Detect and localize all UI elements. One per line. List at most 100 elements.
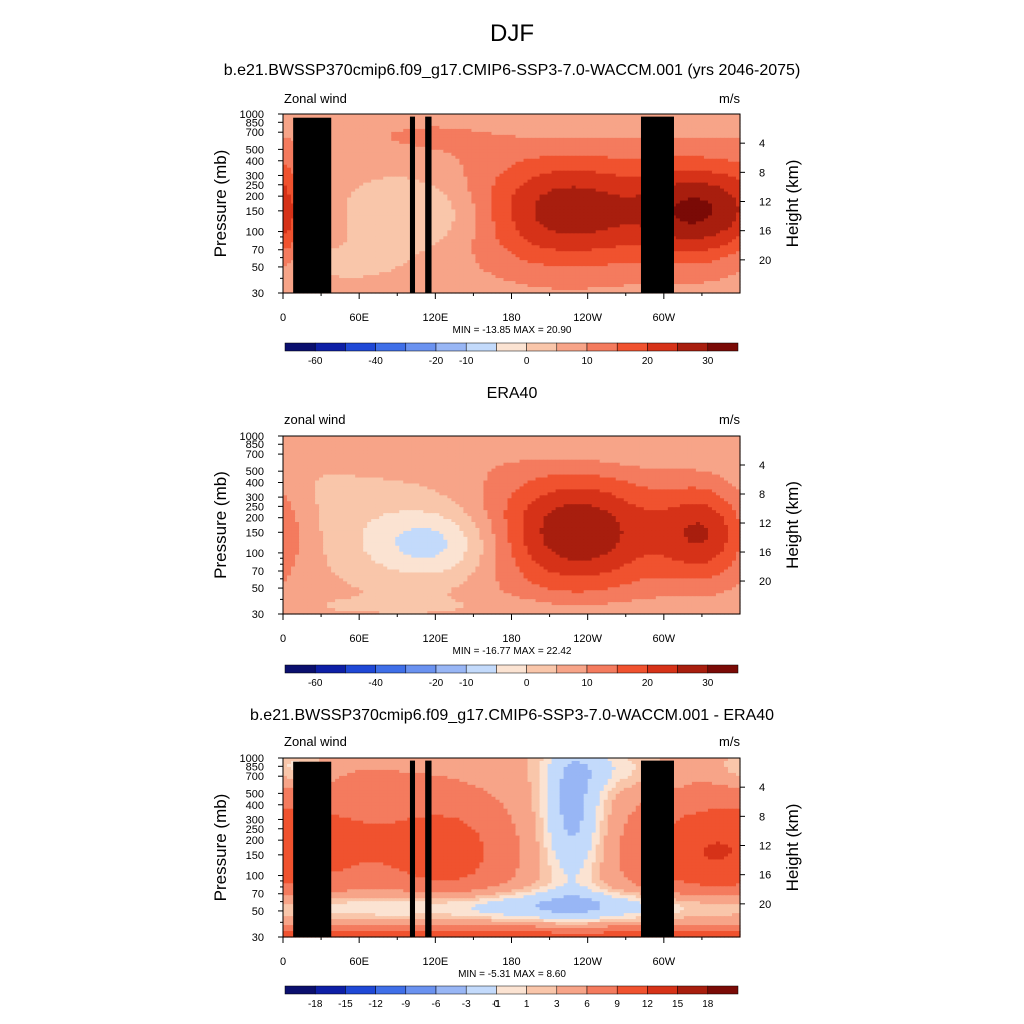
colorbar-label: -60 (308, 356, 323, 367)
panel-2-height-tick-label: 12 (759, 518, 771, 530)
panel-2-xtick-label: 60E (349, 633, 369, 645)
panel-1-height-tick-label: 8 (759, 167, 765, 179)
panel-3-xtick-label: 60W (653, 956, 676, 968)
panel-3-y2label: Height (km) (783, 804, 802, 892)
panel-2-xtick-label: 0 (280, 633, 286, 645)
colorbar-label: 9 (614, 999, 620, 1010)
colorbar-label: 1 (524, 999, 530, 1010)
colorbar-label: 30 (702, 356, 714, 367)
panel-3-colorbar (285, 986, 738, 994)
colorbar-label: -40 (368, 356, 383, 367)
panel-3-height-tick-label: 16 (759, 870, 771, 882)
panel-3-ytick-label: 400 (246, 800, 264, 812)
panel-2-ytick-label: 200 (246, 513, 264, 525)
panel-3-ytick-label: 100 (246, 871, 264, 883)
colorbar-label: -12 (368, 999, 383, 1010)
panel-3-height-tick-label: 8 (759, 811, 765, 823)
panel-3-ytick-label: 300 (246, 814, 264, 826)
panel-2-ytick-label: 400 (246, 478, 264, 490)
colorbar-label: 30 (702, 678, 714, 689)
panel-1-ytick-label: 150 (246, 206, 264, 218)
panel-1-ytick-label: 100 (246, 227, 264, 239)
colorbar-label: -10 (459, 356, 474, 367)
panel-3-ytick-label: 30 (252, 932, 264, 944)
colorbar-label: -20 (429, 678, 444, 689)
colorbar-label: -9 (401, 999, 410, 1010)
panel-1-ytick-label: 200 (246, 191, 264, 203)
panel-3-xtick-label: 120W (573, 956, 602, 968)
panel-3-xtick-label: 120E (422, 956, 448, 968)
panel-3-ytick-label: 500 (246, 788, 264, 800)
panel-3-min-max-stats: MIN = -5.31 MAX = 8.60 (458, 969, 566, 980)
colorbar-label: -6 (432, 999, 441, 1010)
colorbar-label: 20 (642, 678, 654, 689)
panel-1-xtick-label: 120E (422, 312, 448, 324)
panel-3-xtick-label: 60E (349, 956, 369, 968)
colorbar-label: -20 (429, 356, 444, 367)
colorbar-label: -10 (459, 678, 474, 689)
panel-1-xtick-label: 120W (573, 312, 602, 324)
panel-1-ytick-label: 1000 (240, 109, 264, 121)
panel-3-ytick-label: 70 (252, 889, 264, 901)
panel-1-height-tick-label: 12 (759, 197, 771, 209)
panel-2-ytick-label: 300 (246, 492, 264, 504)
panel-2-ytick-label: 50 (252, 583, 264, 595)
panel-2-height-tick-label: 4 (759, 460, 765, 472)
colorbar-label: -40 (368, 678, 383, 689)
panel-1-min-max-stats: MIN = -13.85 MAX = 20.90 (453, 325, 572, 336)
panel-1-ytick-label: 50 (252, 262, 264, 274)
panel-3-height-tick-label: 4 (759, 782, 765, 794)
colorbar-label: 0 (524, 356, 530, 367)
panel-2-xtick-label: 120W (573, 633, 602, 645)
panel-1-ylabel: Pressure (mb) (211, 150, 230, 258)
panel-3-xtick-label: 180 (502, 956, 520, 968)
panel-1-height-tick-label: 4 (759, 138, 765, 150)
panel-1-height-tick-label: 20 (759, 255, 771, 267)
panel-3-ytick-label: 150 (246, 850, 264, 862)
panel-1-ytick-label: 400 (246, 156, 264, 168)
panel-1-ytick-label: 70 (252, 245, 264, 257)
panel-2-ytick-label: 100 (246, 548, 264, 560)
panel-2-ytick-label: 70 (252, 566, 264, 578)
colorbar-label: 6 (584, 999, 590, 1010)
panel-1-xtick-label: 180 (502, 312, 520, 324)
colorbar-label: 12 (642, 999, 654, 1010)
colorbar-label: 0 (494, 999, 500, 1010)
panel-1-xtick-label: 0 (280, 312, 286, 324)
panel-2-xtick-label: 60W (653, 633, 676, 645)
panel-3-xtick-label: 0 (280, 956, 286, 968)
colorbar-label: 20 (642, 356, 654, 367)
panel-3-ytick-label: 50 (252, 906, 264, 918)
panel-2-ytick-label: 1000 (240, 431, 264, 443)
panel-1-colorbar (285, 343, 738, 351)
panel-2-ytick-label: 500 (246, 466, 264, 478)
panel-2-height-tick-label: 8 (759, 489, 765, 501)
panel-1-xtick-label: 60W (653, 312, 676, 324)
panel-2-height-tick-label: 16 (759, 547, 771, 559)
panel-2-y2label: Height (km) (783, 481, 802, 569)
colorbar-label: -18 (308, 999, 323, 1010)
panel-3-ytick-label: 1000 (240, 753, 264, 765)
panel-1-ytick-label: 30 (252, 288, 264, 300)
panel-2-colorbar (285, 665, 738, 673)
panel-2-ytick-label: 30 (252, 609, 264, 621)
panel-1-height-tick-label: 16 (759, 226, 771, 238)
panel-1-y2label: Height (km) (783, 160, 802, 248)
colorbar-label: -15 (338, 999, 353, 1010)
panel-3-height-tick-label: 12 (759, 841, 771, 853)
panel-2-min-max-stats: MIN = -16.77 MAX = 22.42 (453, 646, 572, 657)
colorbar-label: 10 (581, 356, 593, 367)
panel-3-height-tick-label: 20 (759, 899, 771, 911)
panel-1-ytick-label: 500 (246, 144, 264, 156)
colorbar-label: 18 (702, 999, 714, 1010)
colorbar-label: 15 (672, 999, 684, 1010)
panel-3-ylabel: Pressure (mb) (211, 794, 230, 902)
colorbar-label: -60 (308, 678, 323, 689)
panel-2-contour-field (283, 436, 741, 615)
colorbar-label: 0 (524, 678, 530, 689)
colorbar-label: -3 (462, 999, 471, 1010)
panel-2-height-tick-label: 20 (759, 576, 771, 588)
panel-3-ytick-label: 200 (246, 835, 264, 847)
panel-2-xtick-label: 120E (422, 633, 448, 645)
